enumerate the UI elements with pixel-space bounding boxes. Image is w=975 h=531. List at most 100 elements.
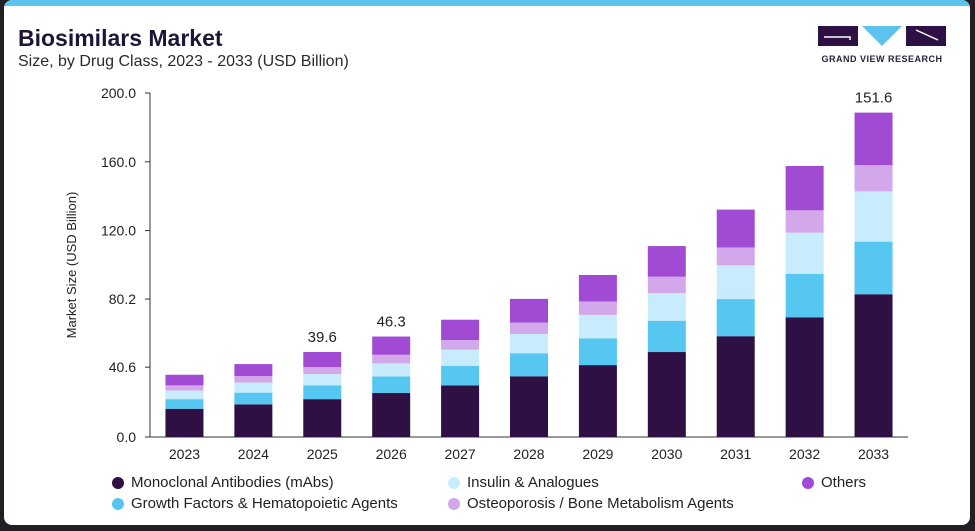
bar-segment-2032-series-1 <box>785 273 824 318</box>
bar-segment-2027-series-1 <box>441 365 480 386</box>
data-label-2026: 46.3 <box>377 314 406 331</box>
legend-item: Monoclonal Antibodies (mAbs) <box>112 474 334 491</box>
y-tick-label: 120.0 <box>101 223 136 239</box>
bar-segment-2033-series-0 <box>854 294 893 437</box>
legend-swatch <box>112 476 124 489</box>
bar-segment-2025-series-2 <box>303 374 342 386</box>
bar-segment-2026-series-4 <box>372 336 411 355</box>
bar-segment-2031-series-0 <box>716 336 755 437</box>
legend-item: Growth Factors & Hematopoietic Agents <box>112 495 398 512</box>
x-tick-label: 2031 <box>720 446 751 462</box>
bar-segment-2031-series-2 <box>716 265 755 300</box>
top-accent-strip <box>4 0 970 6</box>
bar-segment-2026-series-3 <box>372 354 411 364</box>
bar-segment-2029-series-2 <box>578 314 617 339</box>
bar-segment-2029-series-4 <box>578 274 617 302</box>
legend-label: Others <box>821 474 867 491</box>
bar-segment-2024-series-2 <box>234 382 273 393</box>
legend-label: Growth Factors & Hematopoietic Agents <box>131 495 398 512</box>
bar-segment-2032-series-2 <box>785 232 824 274</box>
bar-segment-2030-series-1 <box>647 320 686 353</box>
bar-segment-2028-series-0 <box>510 376 548 437</box>
chart-legend: Monoclonal Antibodies (mAbs) Insulin & An… <box>112 474 932 518</box>
x-tick-label: 2029 <box>582 446 613 462</box>
bar-segment-2027-series-4 <box>441 319 480 340</box>
bar-segment-2032-series-0 <box>785 317 824 437</box>
legend-label: Insulin & Analogues <box>467 474 599 491</box>
bar-segment-2025-series-4 <box>303 352 342 368</box>
bar-segment-2031-series-1 <box>716 299 755 337</box>
legend-swatch <box>112 497 124 510</box>
logo-text: GRAND VIEW RESEARCH <box>821 54 943 64</box>
bar-segment-2030-series-2 <box>647 293 686 321</box>
bar-segment-2033-series-3 <box>854 165 893 192</box>
x-tick-label: 2030 <box>651 446 682 462</box>
bar-segment-2026-series-0 <box>372 392 411 437</box>
bar-segment-2028-series-1 <box>510 353 548 377</box>
chart-card: Biosimilars Market Size, by Drug Class, … <box>4 0 970 525</box>
bar-segment-2029-series-1 <box>578 338 617 366</box>
bar-segment-2033-series-4 <box>854 112 893 166</box>
bar-segment-2028-series-4 <box>510 298 548 323</box>
bar-segment-2031-series-4 <box>716 209 755 248</box>
bar-segment-2027-series-0 <box>441 385 480 437</box>
bar-segment-2025-series-0 <box>303 399 342 437</box>
y-tick-label: 40.6 <box>109 359 136 375</box>
bar-segment-2024-series-3 <box>234 376 273 383</box>
bar-segment-2033-series-1 <box>854 241 893 295</box>
x-tick-label: 2028 <box>513 446 544 462</box>
y-axis-label: Market Size (USD Billion) <box>64 192 79 339</box>
bar-segment-2026-series-2 <box>372 363 411 377</box>
data-label-2025: 39.6 <box>308 329 337 346</box>
bar-segment-2026-series-1 <box>372 376 411 393</box>
bar-segment-2024-series-0 <box>234 404 273 437</box>
bar-segment-2029-series-3 <box>578 301 617 315</box>
bar-segment-2031-series-3 <box>716 247 755 266</box>
legend-swatch <box>448 476 460 489</box>
data-label-2033: 151.6 <box>855 90 893 107</box>
legend-item: Others <box>802 474 866 491</box>
legend-swatch <box>802 476 814 489</box>
bar-segment-2030-series-4 <box>647 246 686 277</box>
bar-segment-2024-series-1 <box>234 392 273 405</box>
x-tick-label: 2023 <box>169 446 200 462</box>
bar-segment-2033-series-2 <box>854 191 893 242</box>
bar-segment-2025-series-1 <box>303 385 342 400</box>
x-tick-label: 2025 <box>307 446 338 462</box>
stacked-bar-chart: 0.0 40.6 80.2 120.0 160.0 200.0 Market Size (U… <box>64 85 908 462</box>
chart-title: Biosimilars Market <box>18 25 223 51</box>
legend-swatch <box>448 497 460 510</box>
y-tick-label: 200.0 <box>101 85 136 101</box>
bar-segment-2027-series-2 <box>441 349 480 366</box>
bar-segment-2025-series-3 <box>303 367 342 375</box>
x-tick-label: 2033 <box>858 446 889 462</box>
bar-segment-2024-series-4 <box>234 364 273 377</box>
legend-item: Insulin & Analogues <box>448 474 599 491</box>
legend-label: Monoclonal Antibodies (mAbs) <box>131 474 334 491</box>
bar-segment-2032-series-3 <box>785 210 824 233</box>
bar-segment-2027-series-3 <box>441 339 480 350</box>
x-tick-label: 2024 <box>238 446 269 462</box>
legend-item: Osteoporosis / Bone Metabolism Agents <box>448 495 734 512</box>
bar-segment-2023-series-1 <box>165 399 204 409</box>
x-tick-label: 2026 <box>376 446 407 462</box>
bar-segment-2029-series-0 <box>578 365 617 437</box>
legend-label: Osteoporosis / Bone Metabolism Agents <box>467 495 734 512</box>
x-tick-label: 2027 <box>445 446 476 462</box>
chart-subtitle: Size, by Drug Class, 2023 - 2033 (USD Bi… <box>18 53 349 70</box>
bar-segment-2030-series-0 <box>647 352 686 437</box>
y-tick-label: 160.0 <box>101 154 136 170</box>
bar-segment-2023-series-3 <box>165 385 204 391</box>
grand-view-research-logo: GRAND VIEW RESEARCH <box>812 26 952 70</box>
bar-segment-2023-series-4 <box>165 374 204 386</box>
bar-segment-2032-series-4 <box>785 165 824 211</box>
bar-segment-2023-series-0 <box>165 408 204 437</box>
y-tick-label: 80.2 <box>109 291 136 307</box>
bar-segment-2028-series-3 <box>510 322 548 334</box>
bar-segment-2023-series-2 <box>165 390 204 400</box>
logo-mark-icon <box>818 26 946 46</box>
y-tick-label: 0.0 <box>117 429 137 445</box>
bar-segment-2030-series-3 <box>647 276 686 294</box>
x-tick-label: 2032 <box>789 446 820 462</box>
bar-segment-2028-series-2 <box>510 333 548 354</box>
